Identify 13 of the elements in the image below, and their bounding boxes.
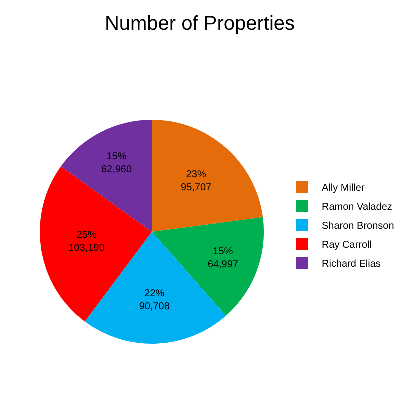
pie-slice xyxy=(152,120,264,232)
chart-title: Number of Properties xyxy=(104,13,296,35)
legend-label: Ray Carroll xyxy=(322,240,372,251)
legend-label: Sharon Bronson xyxy=(322,220,394,232)
legend-label: Richard Elias xyxy=(322,258,381,270)
data-label: 15% 64,997 xyxy=(208,246,239,271)
data-label: 23% 95,707 xyxy=(181,169,212,194)
data-label: 15% 62,960 xyxy=(101,152,132,176)
legend-label: Ally Miller xyxy=(322,182,366,194)
pie-slice xyxy=(61,120,152,232)
data-label: 25% 103,190 xyxy=(68,230,106,254)
legend-label: Ramon Valadez xyxy=(322,202,392,213)
data-label: 22% 90,708 xyxy=(139,288,170,313)
